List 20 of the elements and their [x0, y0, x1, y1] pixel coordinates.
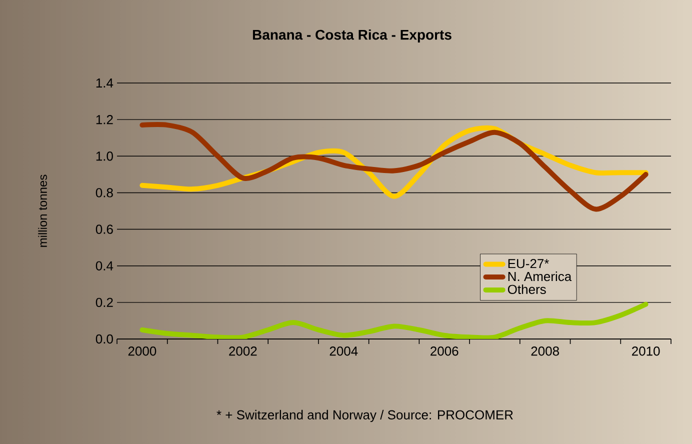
chart-title: Banana - Costa Rica - Exports	[252, 29, 452, 43]
text: * + Switzerland and Norway / Source: PROCOMER	[216, 410, 513, 422]
y-axis-title: million tonnes	[38, 174, 47, 247]
legend-label: EU-27*	[508, 258, 550, 268]
x-tick-label: 2006	[430, 346, 458, 356]
x-tick-label: 2002	[229, 346, 257, 356]
x-tick-label: 2004	[330, 346, 358, 356]
x-tick-label: 2010	[632, 346, 660, 356]
y-tick-label: 0.8	[96, 188, 113, 198]
y-tick-label: 0.0	[96, 334, 113, 344]
y-tick-label: 1.4	[96, 78, 114, 88]
y-tick-label: 1.0	[96, 152, 113, 161]
x-tick-label: 2000	[128, 346, 156, 356]
y-tick-label: 0.6	[96, 224, 113, 234]
y-tick-label: 0.4	[96, 261, 114, 270]
legend-label: Others	[508, 284, 546, 294]
y-tick-label: 0.2	[96, 298, 113, 308]
x-tick-label: 2008	[531, 346, 559, 356]
legend-label: N. America	[508, 272, 572, 282]
y-tick-label: 1.2	[96, 115, 113, 124]
